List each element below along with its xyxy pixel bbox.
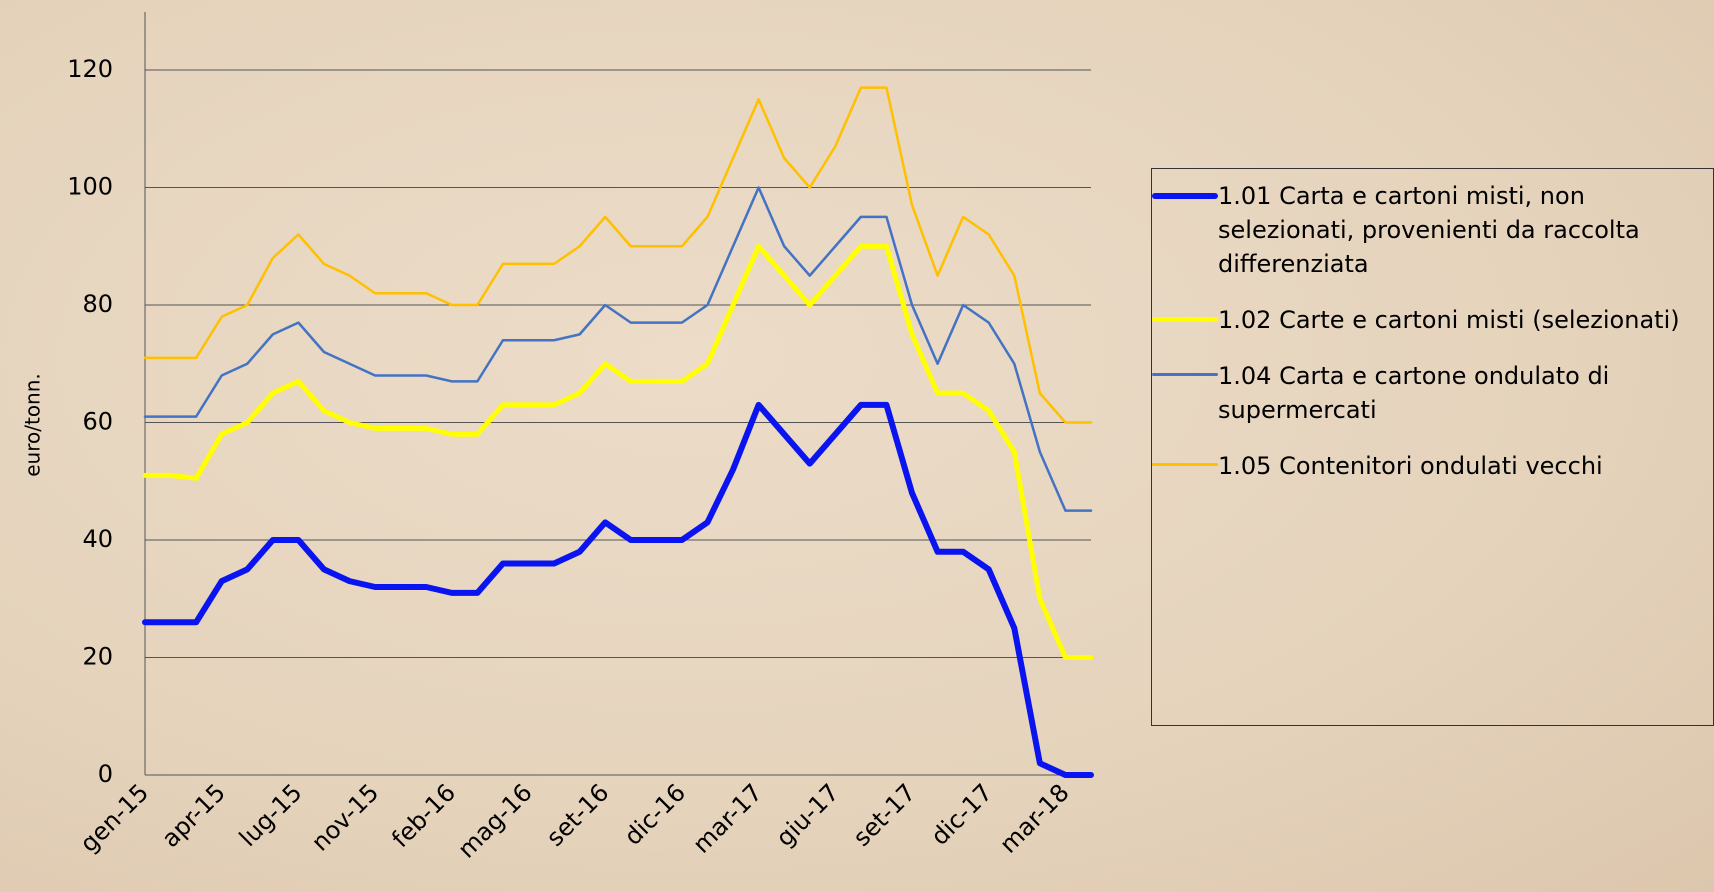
x-tick-label: nov-15: [306, 778, 384, 856]
line-series: [143, 186, 1093, 512]
legend-item: 1.01 Carta e cartoni misti, non selezion…: [1152, 179, 1713, 281]
y-tick-label: 100: [67, 173, 113, 201]
legend-label: 1.02 Carte e cartoni misti (selezionati): [1218, 306, 1680, 334]
legend-item: 1.02 Carte e cartoni misti (selezionati): [1152, 303, 1713, 337]
y-tick-label: 20: [82, 643, 113, 671]
legend-swatch: [1152, 373, 1218, 376]
y-tick-label: 40: [82, 525, 113, 553]
x-tick-label: feb-16: [386, 778, 461, 853]
line-series: [142, 401, 1094, 778]
x-tick-label: mar-17: [687, 778, 767, 858]
x-tick-label: dic-16: [619, 778, 691, 850]
line-series: [142, 243, 1094, 660]
legend-item: 1.05 Contenitori ondulati vecchi: [1152, 449, 1713, 483]
line-series: [143, 86, 1093, 424]
x-tick-label: gen-15: [75, 778, 154, 857]
x-tick-label: mag-16: [452, 778, 537, 863]
legend-label: 1.01 Carta e cartoni misti, non selezion…: [1218, 182, 1640, 278]
legend-swatch: [1152, 463, 1218, 466]
y-tick-label: 60: [82, 408, 113, 436]
legend: 1.01 Carta e cartoni misti, non selezion…: [1151, 168, 1714, 726]
legend-item: 1.04 Carta e cartone ondulato di superme…: [1152, 359, 1713, 427]
legend-swatch: [1152, 317, 1218, 322]
x-tick-label: lug-15: [234, 778, 308, 852]
x-tick-label: giu-17: [771, 778, 845, 852]
legend-swatch: [1152, 193, 1218, 199]
y-axis-label: euro/tonn.: [21, 373, 45, 477]
x-tick-label: apr-15: [156, 778, 231, 853]
y-tick-label: 0: [98, 760, 113, 788]
x-tick-label: set-17: [848, 778, 921, 851]
x-tick-label: dic-17: [926, 778, 998, 850]
legend-label: 1.05 Contenitori ondulati vecchi: [1218, 452, 1603, 480]
x-tick-label: mar-18: [994, 778, 1074, 858]
legend-label: 1.04 Carta e cartone ondulato di superme…: [1218, 362, 1610, 424]
y-tick-label: 80: [82, 290, 113, 318]
x-tick-label: set-16: [541, 778, 614, 851]
y-tick-label: 120: [67, 55, 113, 83]
